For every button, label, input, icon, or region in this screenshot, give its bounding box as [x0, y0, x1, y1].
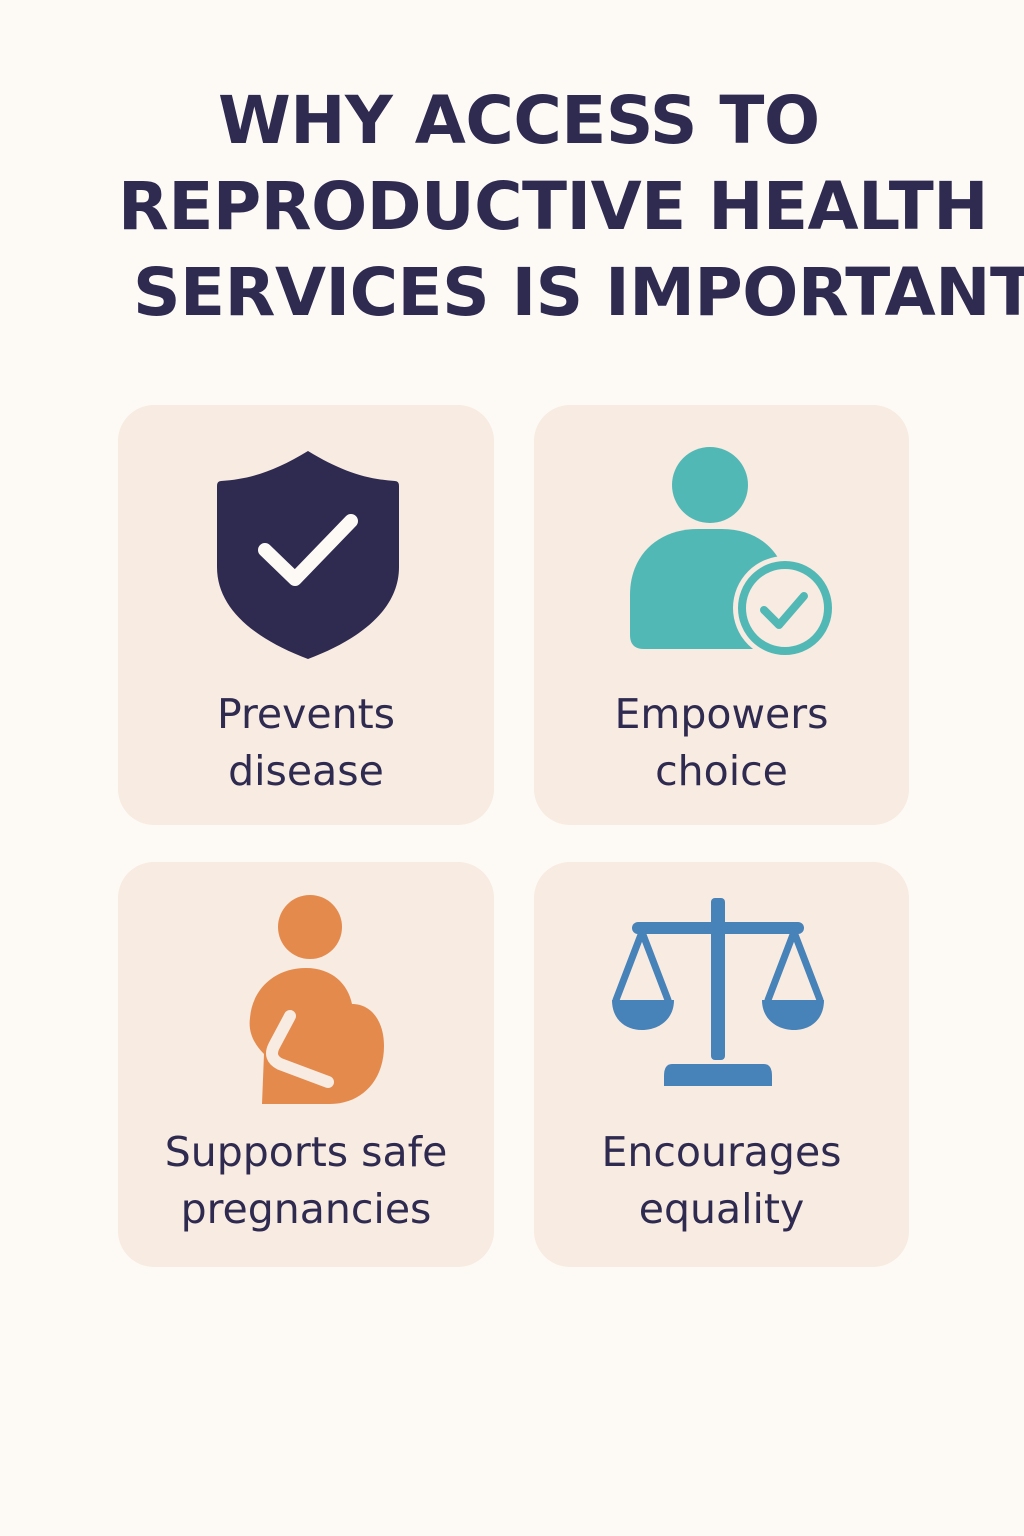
- card-label-line-1: Encourages: [601, 1128, 842, 1176]
- card-label: Supports safe pregnancies: [118, 1124, 494, 1238]
- title-line-3: SERVICES IS IMPORTANT: [133, 254, 1024, 331]
- card-label-line-2: choice: [655, 747, 788, 795]
- card-label-line-1: Empowers: [614, 690, 829, 738]
- card-label-line-2: disease: [228, 747, 384, 795]
- card-label-line-1: Supports safe: [164, 1128, 448, 1176]
- card-prevents-disease: Prevents disease: [118, 405, 494, 825]
- pregnant-person-icon: [249, 895, 384, 1104]
- card-encourages-equality: Encourages equality: [534, 862, 909, 1267]
- card-empowers-choice: Empowers choice: [534, 405, 909, 825]
- card-label: Encourages equality: [534, 1124, 909, 1238]
- card-label-line-1: Prevents: [216, 690, 396, 738]
- scales-icon: [612, 898, 824, 1086]
- person-check-icon: [630, 447, 837, 660]
- card-label: Empowers choice: [534, 686, 909, 800]
- card-supports-safe-pregnancies: Supports safe pregnancies: [118, 862, 494, 1267]
- card-label: Prevents disease: [118, 686, 494, 800]
- title-line-1: WHY ACCESS TO: [218, 82, 820, 159]
- shield-check-icon: [217, 451, 399, 659]
- card-label-line-2: pregnancies: [180, 1185, 432, 1233]
- title-line-2: REPRODUCTIVE HEALTH: [118, 168, 989, 245]
- card-label-line-2: equality: [638, 1185, 805, 1233]
